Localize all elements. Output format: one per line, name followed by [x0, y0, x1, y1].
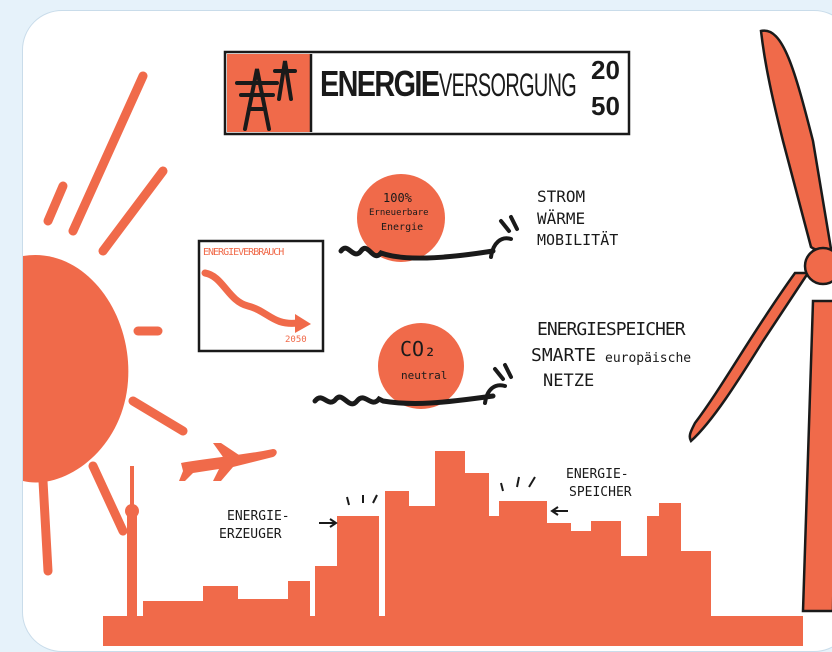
consumption-year: 2050 [285, 335, 307, 345]
label-speicher-2: SPEICHER [569, 485, 632, 500]
label-erzeuger-2: ERZEUGER [219, 527, 282, 542]
plug-icon [489, 215, 519, 259]
title-energie: ENERGIE [320, 63, 440, 104]
cable-1 [338, 245, 496, 261]
wind-turbine-icon [688, 29, 832, 613]
list1-strom: STROM [537, 187, 586, 206]
city-skyline-icon [103, 451, 803, 646]
illustration-card: ENERGIE VERSORGUNG 20 50 ENERGIEVERBRAUC… [22, 10, 832, 652]
title-versorgung: VERSORGUNG [439, 67, 577, 103]
list1-mobilitaet: MOBILITÄT [537, 231, 619, 249]
list2-netze: NETZE [543, 371, 595, 391]
bubble1-renewable: Erneuerbare [369, 208, 429, 218]
renewable-energy-bubble [357, 174, 445, 262]
label-speicher-1: ENERGIE- [566, 467, 629, 482]
label-erzeuger-1: ENERGIE- [227, 509, 290, 524]
consumption-label: ENERGIEVERBRAUCH [203, 247, 284, 258]
power-pylon-icon [235, 60, 297, 131]
co2-neutral-bubble [378, 323, 464, 409]
list2-europaeische: europäische [605, 351, 692, 366]
bubble1-percent: 100% [383, 191, 412, 205]
bubble1-energy: Energie [381, 222, 424, 233]
list2-smarte: SMARTE [531, 345, 597, 366]
airplane-icon [179, 443, 277, 481]
tv-tower-icon [125, 466, 139, 631]
consumption-box [197, 239, 325, 353]
bubble2-co2: CO₂ [400, 337, 437, 361]
title-year-top: 20 [591, 55, 620, 85]
list2-speicher: ENERGIESPEICHER [537, 319, 686, 340]
cable-2 [312, 393, 496, 407]
list1-waerme: WÄRME [537, 209, 586, 228]
bubble2-neutral: neutral [401, 369, 448, 382]
falling-trend-arrow-icon [201, 269, 302, 327]
sketch-illustration [23, 29, 832, 646]
sun-icon [23, 71, 188, 576]
plug-icon [483, 363, 513, 405]
title-year-bottom: 50 [591, 91, 620, 121]
